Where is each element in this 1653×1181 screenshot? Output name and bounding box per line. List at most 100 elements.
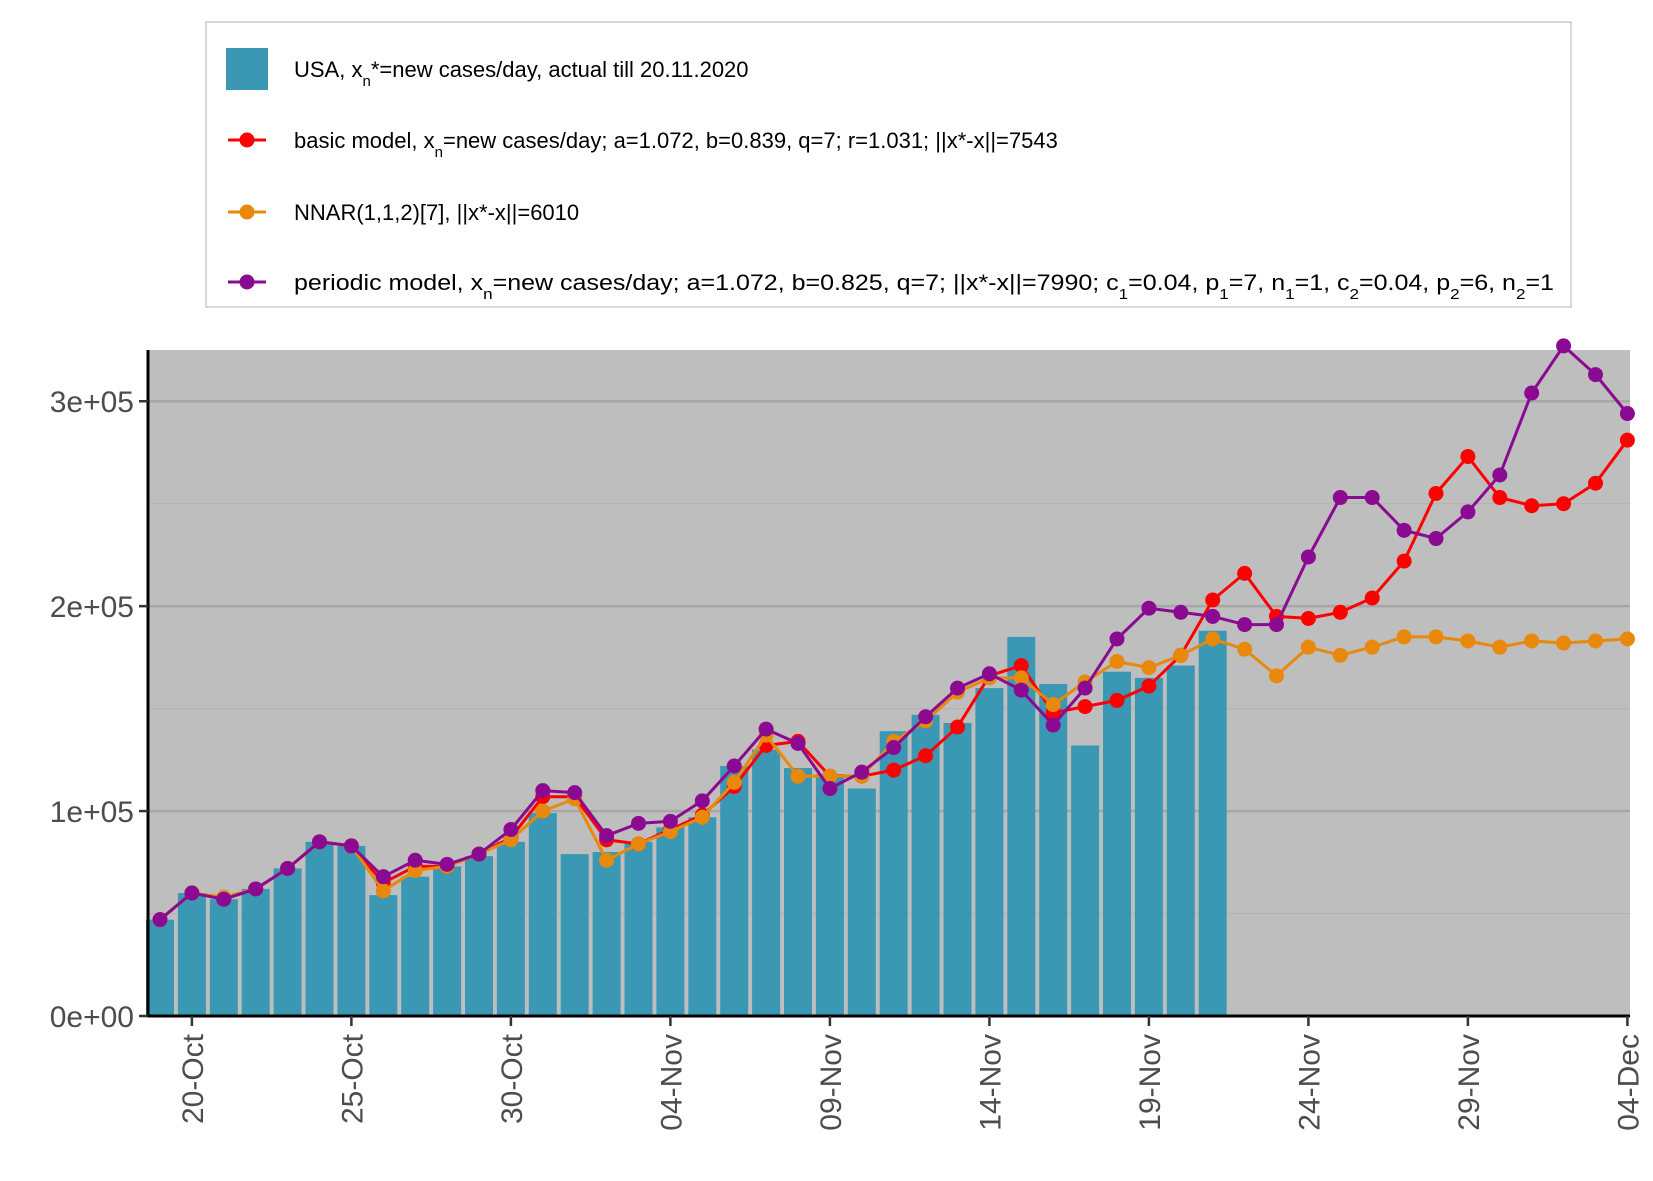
bar [465,856,493,1016]
point-basic [1300,610,1316,626]
point-periodic [1141,600,1157,616]
point-periodic [503,822,519,838]
point-nnar [1141,660,1157,676]
point-periodic [822,781,838,797]
point-periodic [790,735,806,751]
point-basic [1013,658,1029,674]
bar [1039,684,1068,1016]
point-periodic [375,869,391,885]
point-nnar [790,768,806,784]
point-basic [1588,475,1603,491]
legend-key-bars [226,48,268,90]
point-periodic [280,860,296,876]
point-nnar [1428,629,1444,645]
bar [720,765,749,1016]
bar [369,895,398,1016]
point-periodic [1300,549,1316,565]
bar [815,774,844,1016]
x-tick-label: 14-Nov [974,1034,1007,1131]
bar [1134,677,1163,1016]
bar [911,714,940,1016]
point-periodic [1269,617,1284,633]
x-tick-label: 24-Nov [1293,1034,1326,1131]
point-basic [1396,553,1412,569]
point-periodic [1013,682,1029,698]
point-nnar [1619,631,1635,647]
point-nnar [1524,633,1540,649]
legend: USA, xn*=new cases/day, actual till 20.1… [205,21,1572,308]
point-nnar [1492,639,1508,655]
point-basic [1205,592,1221,608]
point-basic [1556,496,1572,512]
legend-key-basic [228,132,266,148]
point-basic [1524,498,1540,514]
point-periodic [343,838,359,854]
point-periodic [599,828,615,844]
point-periodic [1428,531,1444,547]
point-periodic [567,785,583,801]
bar [177,893,206,1016]
point-basic [886,762,902,778]
bar [401,876,430,1016]
point-periodic [1332,490,1348,506]
point-periodic [1556,338,1572,354]
point-periodic [1524,385,1540,401]
bar [1166,665,1195,1016]
plot-area: 0e+00 1e+05 2e+05 3e+05 20-Oct 25-Oct 30-Oct 04… [50,338,1645,1131]
bar [1103,671,1131,1016]
legend-label-nnar: NNAR(1,1,2)[7], ||x*-x||=6010 [294,200,579,225]
legend-keys [226,48,268,290]
x-tick-label: 04-Nov [655,1034,688,1131]
point-periodic [184,885,200,901]
x-tick-label: 29-Nov [1453,1034,1486,1131]
bar [337,845,366,1016]
point-periodic [1077,680,1093,696]
bar [1071,745,1100,1016]
point-nnar [1300,639,1316,655]
point-nnar [1588,633,1603,649]
legend-box [205,21,1572,308]
bar [784,768,812,1016]
point-basic [1364,590,1380,606]
point-nnar [1396,629,1412,645]
point-basic [1492,490,1508,506]
point-periodic [312,834,327,850]
point-nnar [503,832,519,848]
point-periodic [950,680,965,696]
point-periodic [1205,608,1221,624]
point-periodic [854,764,870,780]
point-periodic [1588,367,1603,383]
point-nnar [1173,647,1189,663]
bar [592,852,621,1016]
point-periodic [981,666,997,682]
bar [943,722,972,1016]
point-nnar [1205,631,1221,647]
point-nnar [1269,668,1284,684]
bar [146,919,174,1016]
point-nnar [535,803,551,819]
bar [975,688,1004,1016]
point-nnar [1460,633,1476,649]
point-periodic [1492,467,1508,483]
point-nnar [407,863,423,879]
bar [752,749,781,1016]
point-nnar [726,774,742,790]
legend-key-periodic [228,274,266,290]
point-periodic [1237,617,1253,633]
point-periodic [918,709,934,725]
point-basic [1428,485,1444,501]
x-tick-label: 30-Oct [496,1033,529,1124]
point-periodic [1045,717,1061,733]
bar [433,866,462,1016]
point-periodic [1396,522,1412,538]
point-nnar [375,883,391,899]
point-periodic [216,891,232,907]
x-tick-label: 25-Oct [336,1033,369,1124]
bar [209,899,238,1016]
bar [688,817,717,1016]
bar [847,788,876,1016]
x-tick-label: 09-Nov [815,1034,848,1131]
point-basic [918,748,934,764]
point-basic [1332,604,1348,620]
